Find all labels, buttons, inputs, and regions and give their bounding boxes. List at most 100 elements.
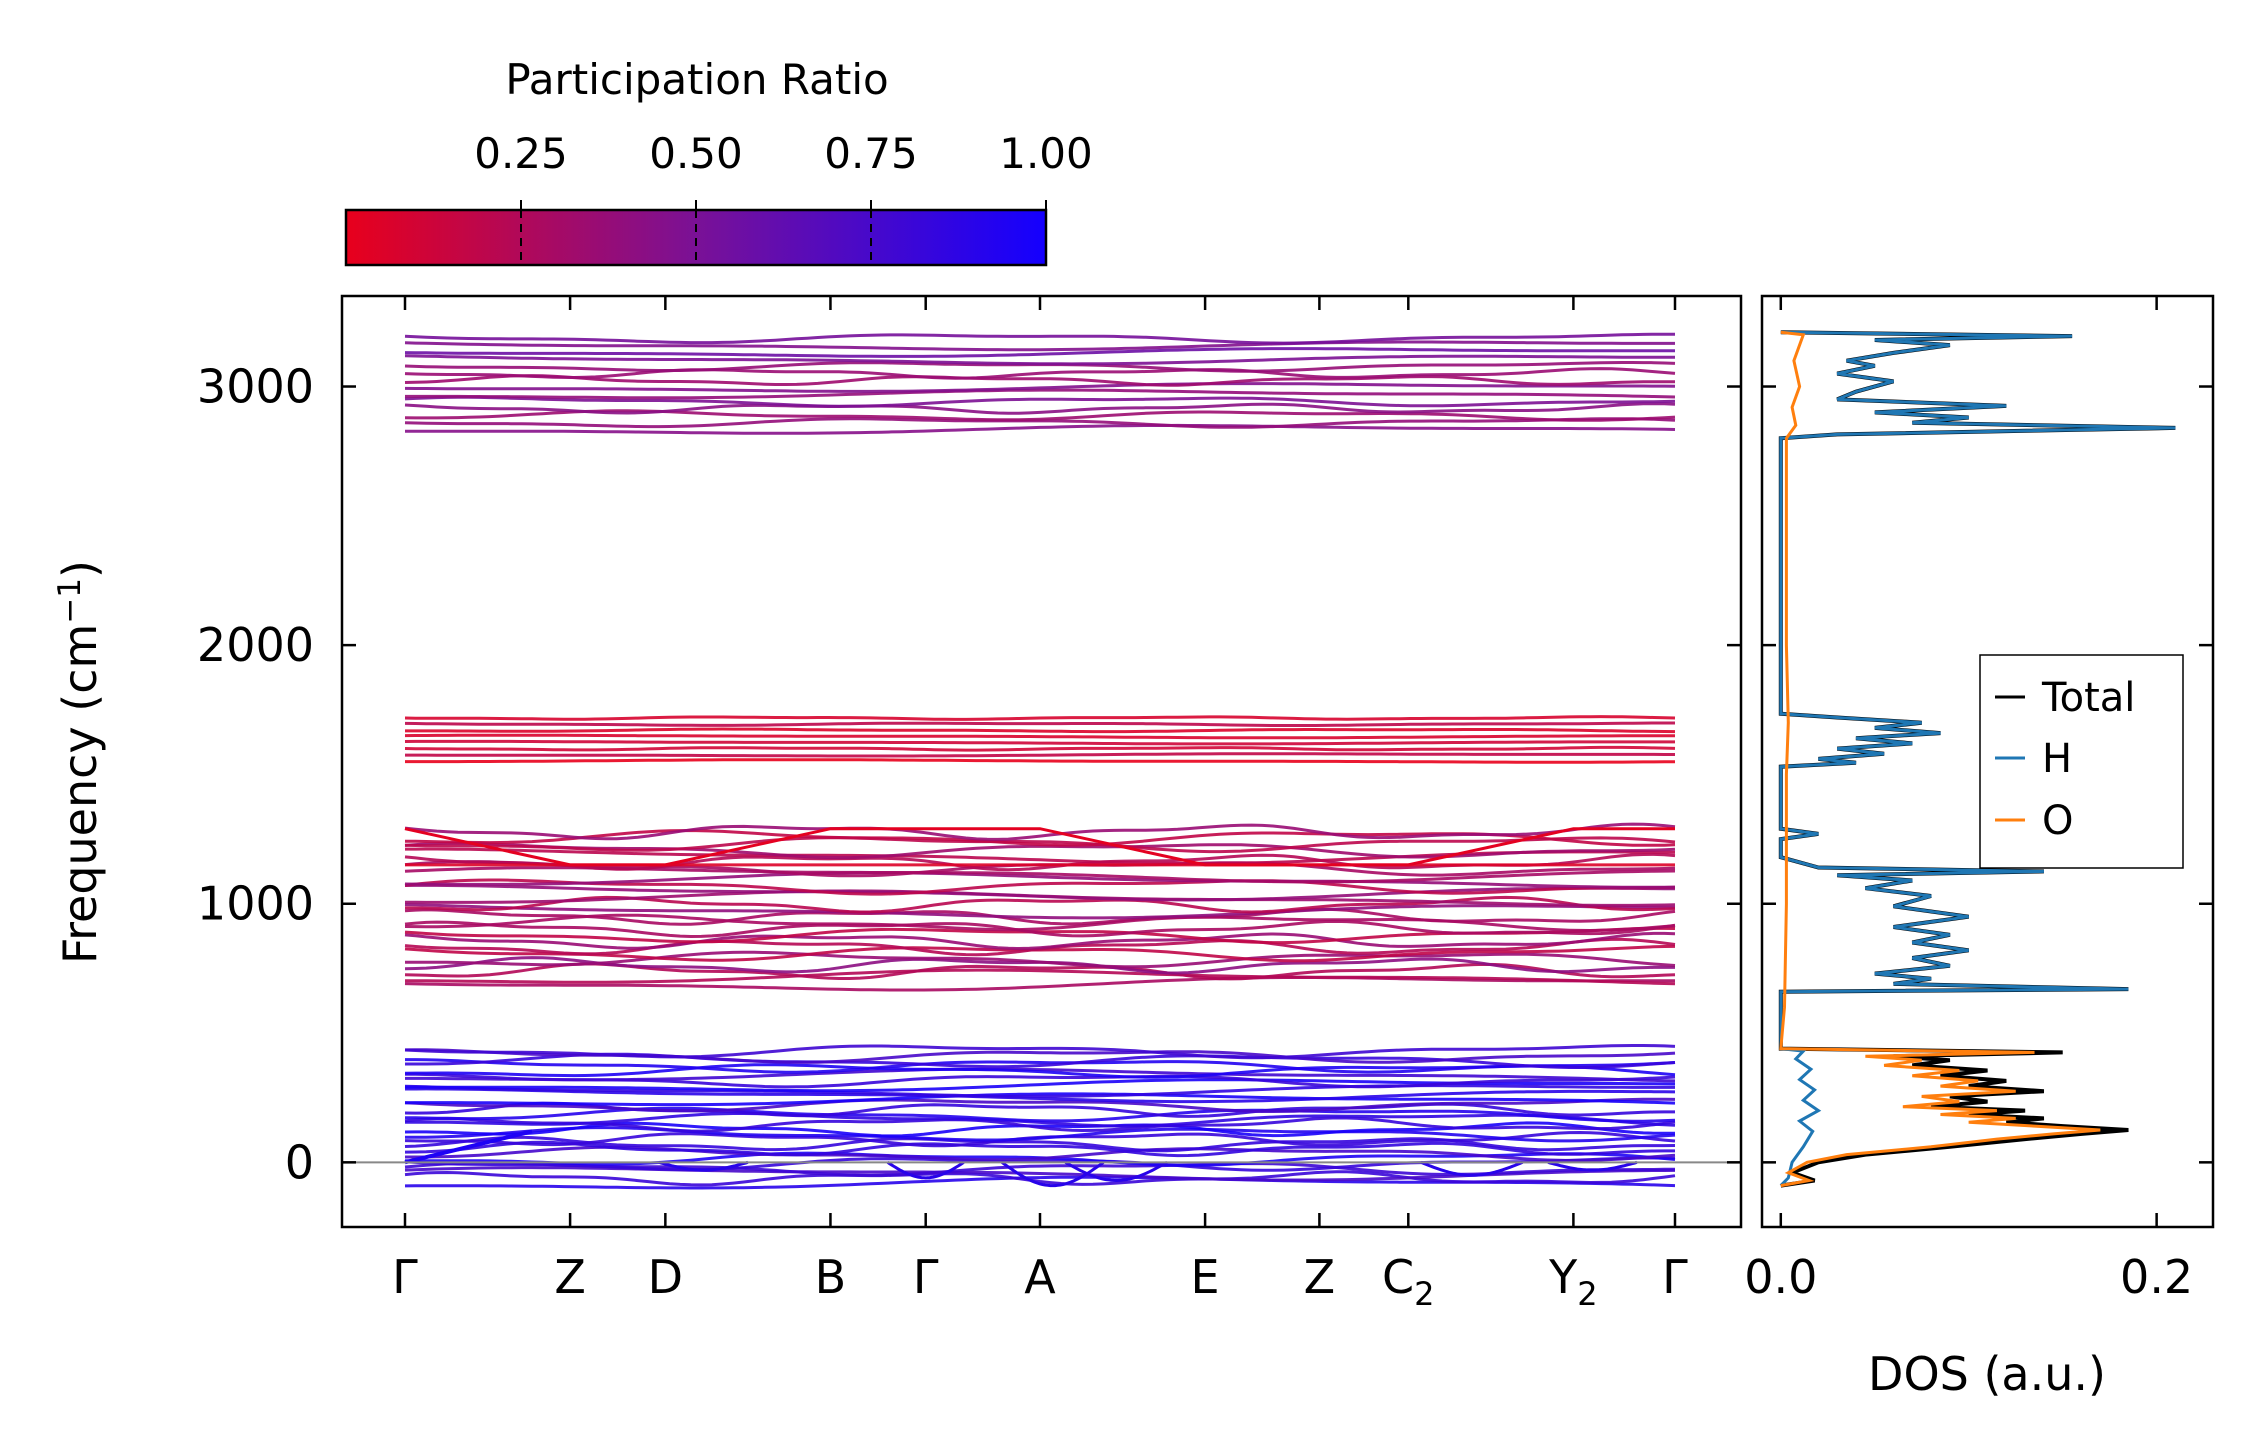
kpoint-label: Γ xyxy=(913,1250,939,1304)
kpoint-label: C2 xyxy=(1382,1250,1434,1313)
legend: Total H O xyxy=(1979,654,2184,869)
phonon-band xyxy=(405,758,1676,764)
y-tick-label: 3000 xyxy=(197,360,314,414)
phonon-band xyxy=(404,721,1675,727)
phonon-band xyxy=(404,347,1675,358)
phonon-band xyxy=(404,1092,1676,1107)
phonon-band xyxy=(404,1048,1676,1064)
phonon-band xyxy=(404,739,1675,746)
soft-mode-band xyxy=(658,1160,749,1172)
phonon-band xyxy=(405,752,1675,758)
band-structure-panel: 0 1000 2000 3000 Γ Z D B Γ A E Z C2 Y2 Γ Frequency (c… xyxy=(52,294,2213,1313)
dos-curves xyxy=(1778,330,2176,1188)
phonon-band xyxy=(404,836,1676,854)
band-plot-frame xyxy=(340,294,1743,1229)
phonon-band xyxy=(405,847,1676,866)
phonon-band xyxy=(404,733,1675,740)
y-tick-label: 1000 xyxy=(197,877,314,931)
phonon-band xyxy=(405,968,1676,986)
colorbar-ticks: 0.25 0.50 0.75 1.00 xyxy=(474,129,1093,265)
phonon-band xyxy=(404,926,1676,945)
phonon-band xyxy=(404,950,1676,969)
phonon-band xyxy=(404,878,1676,896)
phonon-band xyxy=(404,903,1676,920)
phonon-band xyxy=(404,332,1675,345)
phonon-band xyxy=(405,1145,1676,1162)
phonon-band xyxy=(404,745,1676,752)
phonon-band xyxy=(404,883,1676,902)
phonon-band xyxy=(405,423,1676,435)
dos-tick-label: 0.2 xyxy=(2120,1250,2193,1304)
colorbar-label: Participation Ratio xyxy=(505,55,888,104)
dos-x-axis: 0.0 0.2 xyxy=(1744,296,2193,1304)
phonon-band xyxy=(404,715,1676,721)
kpoint-label: Z xyxy=(1304,1250,1336,1304)
colorbar: Participation Ratio 0.25 0.50 0.75 1.00 xyxy=(344,55,1093,267)
legend-label-o: O xyxy=(2042,798,2073,844)
phonon-band xyxy=(404,1170,1676,1187)
kpoint-label: Z xyxy=(554,1250,586,1304)
colorbar-tick-label: 1.00 xyxy=(999,129,1093,178)
phonon-band xyxy=(404,409,1676,422)
phonon-band xyxy=(404,852,1676,872)
frequency-y-axis: 0 1000 2000 3000 xyxy=(197,360,2213,1189)
phonon-band xyxy=(405,1067,1676,1083)
phonon-band xyxy=(404,907,1676,926)
phonon-band xyxy=(405,1087,1676,1104)
dos-tick-label: 0.0 xyxy=(1744,1250,1817,1304)
phonon-band xyxy=(404,1140,1675,1158)
phonon-band xyxy=(405,727,1676,734)
phonon-band xyxy=(404,871,1676,889)
kpoint-label: B xyxy=(815,1250,847,1304)
dos-axis-label: DOS (a.u.) xyxy=(1868,1347,2106,1401)
phonon-band xyxy=(404,1097,1676,1113)
dos-panel: 0.0 0.2 DOS (a.u.) Total H O xyxy=(1744,294,2215,1401)
y-tick-label: 2000 xyxy=(197,618,314,672)
colorbar-tick-label: 0.50 xyxy=(649,129,743,178)
phonon-band xyxy=(405,1112,1676,1128)
kpoint-label: A xyxy=(1024,1250,1056,1304)
phonon-band xyxy=(405,1126,1676,1143)
phonon-band xyxy=(404,354,1675,366)
dos-plot-frame xyxy=(1760,294,2215,1229)
dos-series-o xyxy=(1779,330,2101,1188)
phonon-band xyxy=(404,1106,1676,1123)
phonon-band xyxy=(404,395,1676,408)
legend-label-h: H xyxy=(2042,736,2072,782)
phonon-bands xyxy=(404,332,1676,1190)
acoustic-band xyxy=(404,1129,533,1165)
phonon-band xyxy=(404,417,1676,429)
frequency-axis-label: Frequency (cm−1) xyxy=(52,560,107,964)
kpoint-label: D xyxy=(648,1250,683,1304)
phonon-band xyxy=(404,841,1676,860)
y-tick-label: 0 xyxy=(285,1135,314,1189)
soft-mode-band xyxy=(886,1161,965,1180)
dos-series-h xyxy=(1779,330,2176,1187)
kpoint-label: E xyxy=(1191,1250,1220,1304)
soft-mode-band xyxy=(1420,1160,1524,1177)
phonon-band xyxy=(404,382,1676,393)
colorbar-tick-label: 0.25 xyxy=(474,129,568,178)
phonon-band xyxy=(404,1116,1676,1133)
kpoint-label: Γ xyxy=(1662,1250,1688,1304)
legend-label-total: Total xyxy=(2041,675,2135,721)
phonon-band xyxy=(405,1058,1676,1074)
kpoint-label: Y2 xyxy=(1548,1250,1597,1313)
phonon-band xyxy=(405,388,1676,400)
soft-mode-band xyxy=(1547,1160,1638,1172)
phonon-band xyxy=(404,822,1676,841)
legend-box xyxy=(1979,654,2184,869)
kpoint-label: Γ xyxy=(392,1250,418,1304)
kpath-x-axis: Γ Z D B Γ A E Z C2 Y2 Γ xyxy=(392,296,1688,1313)
phonon-band xyxy=(404,374,1675,387)
phonon-band xyxy=(404,976,1675,992)
phonon-band xyxy=(404,340,1675,352)
soft-mode-band xyxy=(1064,1161,1168,1183)
phonon-band xyxy=(404,827,1675,867)
colorbar-tick-label: 0.75 xyxy=(824,129,918,178)
phonon-band xyxy=(404,1044,1676,1060)
phonon-band xyxy=(404,1084,1675,1098)
phonon-band xyxy=(404,931,1676,951)
phonon-band xyxy=(404,402,1676,415)
